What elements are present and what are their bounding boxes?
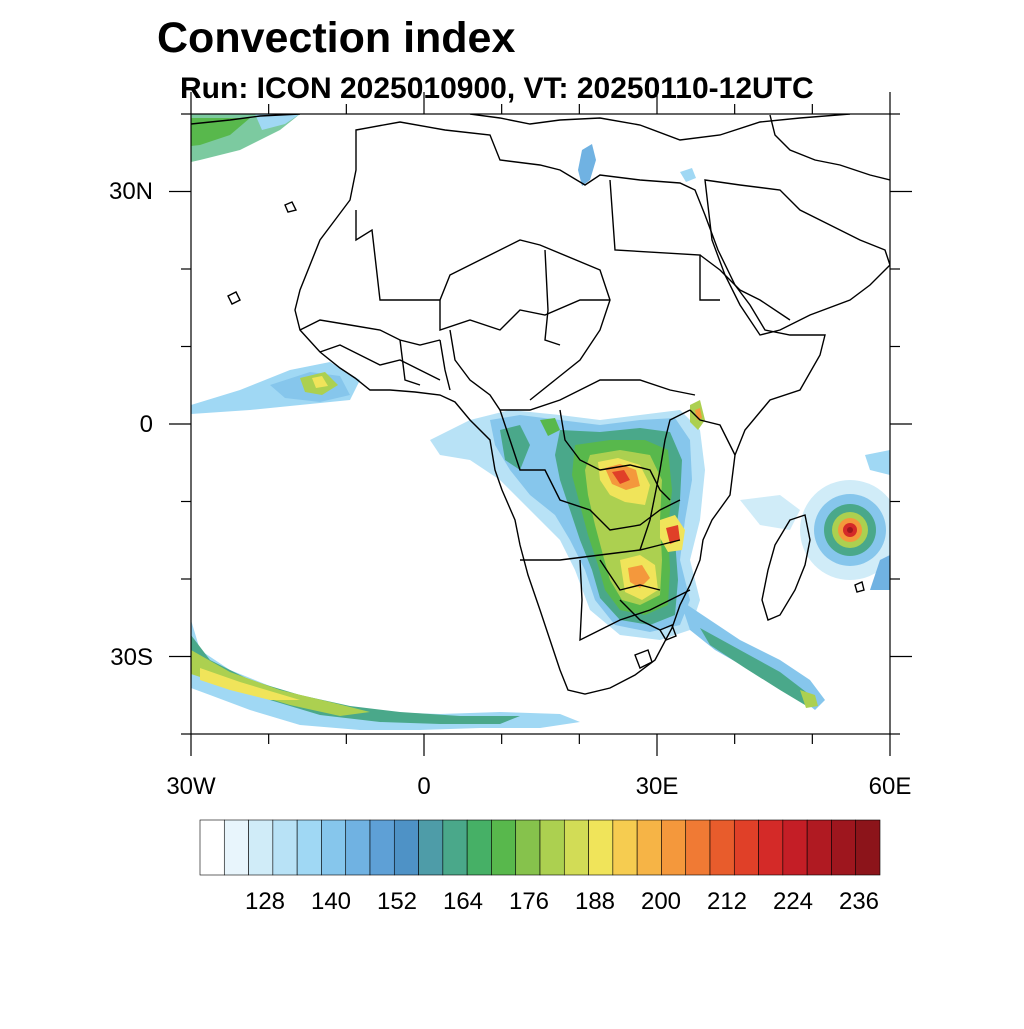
lon-label-0: 0 bbox=[417, 773, 431, 800]
colorbar-swatch bbox=[223, 819, 249, 876]
colorbar-swatch bbox=[442, 819, 468, 876]
colorbar-swatch bbox=[588, 819, 614, 876]
colorbar-swatch bbox=[661, 819, 687, 876]
colorbar-swatch bbox=[296, 819, 322, 876]
colorbar-swatch bbox=[321, 819, 347, 876]
lat-label-30s: 30S bbox=[110, 644, 153, 671]
colorbar-label-128: 128 bbox=[244, 888, 286, 915]
colorbar-label-200: 200 bbox=[640, 888, 682, 915]
colorbar-swatch bbox=[709, 819, 735, 876]
lon-label-60e: 60E bbox=[868, 773, 912, 800]
colorbar-label-236: 236 bbox=[838, 888, 880, 915]
colorbar-swatch bbox=[612, 819, 638, 876]
colorbar-swatch bbox=[248, 819, 274, 876]
coastlines bbox=[191, 114, 890, 695]
colorbar-label-224: 224 bbox=[772, 888, 814, 915]
convection-field bbox=[191, 114, 890, 730]
colorbar-label-188: 188 bbox=[574, 888, 616, 915]
colorbar-swatch bbox=[733, 819, 759, 876]
colorbar-swatch bbox=[272, 819, 298, 876]
colorbar-swatch bbox=[369, 819, 395, 876]
colorbar-label-212: 212 bbox=[706, 888, 748, 915]
lat-label-0: 0 bbox=[139, 411, 153, 438]
colorbar-label-164: 164 bbox=[442, 888, 484, 915]
colorbar bbox=[199, 819, 881, 876]
colorbar-swatch bbox=[539, 819, 565, 876]
lat-label-30n: 30N bbox=[108, 178, 153, 205]
lon-label-30w: 30W bbox=[166, 773, 216, 800]
chart-subtitle: Run: ICON 2025010900, VT: 20250110-12UTC bbox=[180, 72, 814, 105]
colorbar-swatch bbox=[758, 819, 784, 876]
chart-title: Convection index bbox=[157, 14, 516, 62]
colorbar-swatch bbox=[855, 819, 881, 876]
colorbar-swatch bbox=[418, 819, 444, 876]
colorbar-swatch bbox=[393, 819, 419, 876]
colorbar-swatch bbox=[563, 819, 589, 876]
colorbar-swatch bbox=[782, 819, 808, 876]
colorbar-swatch bbox=[345, 819, 371, 876]
colorbar-swatch bbox=[685, 819, 711, 876]
colorbar-swatch bbox=[491, 819, 517, 876]
axis-ticks bbox=[169, 92, 912, 756]
colorbar-swatch bbox=[831, 819, 857, 876]
colorbar-label-152: 152 bbox=[376, 888, 418, 915]
colorbar-swatch bbox=[515, 819, 541, 876]
colorbar-swatch bbox=[636, 819, 662, 876]
lon-label-30e: 30E bbox=[635, 773, 679, 800]
colorbar-swatch bbox=[199, 819, 225, 876]
colorbar-label-176: 176 bbox=[508, 888, 550, 915]
colorbar-swatch bbox=[806, 819, 832, 876]
colorbar-label-140: 140 bbox=[310, 888, 352, 915]
colorbar-swatch bbox=[466, 819, 492, 876]
